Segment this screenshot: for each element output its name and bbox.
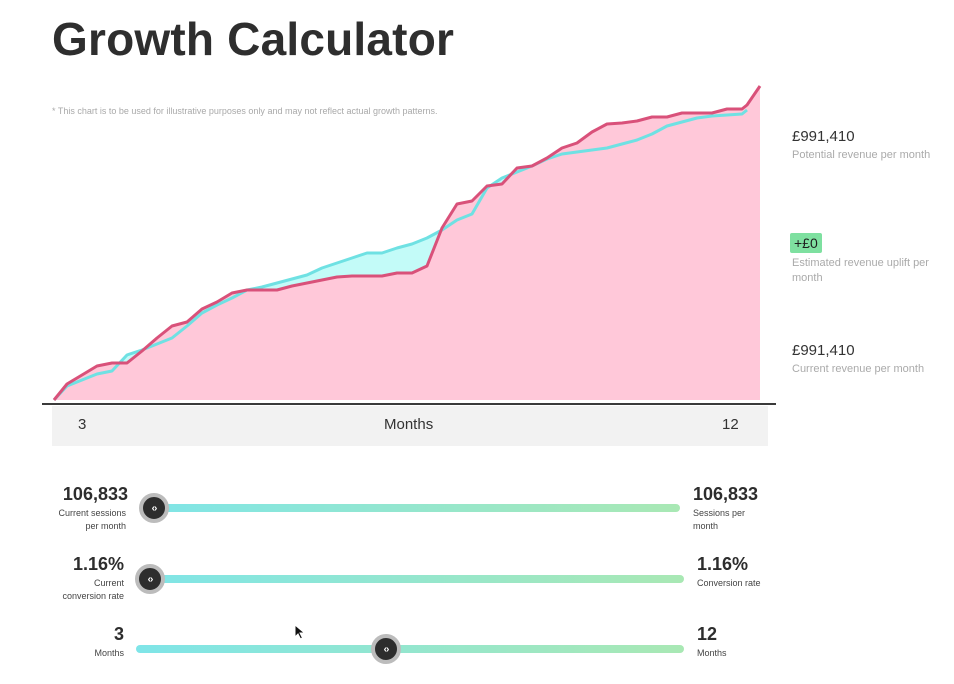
target-conversion-value: 1.16%: [697, 554, 749, 574]
code-arrows-icon: ‹›: [383, 643, 390, 655]
uplift-caption: Estimated revenue uplift per month: [792, 257, 929, 284]
potential-revenue-caption: Potential revenue per month: [792, 149, 931, 161]
sessions-slider-handle[interactable]: ‹›: [139, 493, 169, 523]
code-arrows-icon: ‹›: [151, 502, 158, 514]
conversion-slider-handle[interactable]: ‹›: [135, 564, 165, 594]
uplift-badge: +£0: [790, 233, 822, 253]
chart-disclaimer: * This chart is to be used for illustrat…: [52, 106, 438, 116]
conversion-slider-track[interactable]: [136, 575, 684, 583]
target-conversion-caption: Conversion rate: [697, 578, 761, 588]
start-months-caption: Months: [94, 648, 124, 658]
end-months-caption: Months: [697, 648, 727, 658]
months-slider-track[interactable]: [136, 645, 684, 653]
chart-x-axis-band: [52, 406, 768, 446]
current-revenue-caption: Current revenue per month: [792, 363, 925, 375]
x-axis-title: Months: [384, 416, 434, 433]
code-arrows-icon: ‹›: [147, 573, 154, 585]
current-sessions-value: 106,833: [62, 484, 128, 504]
current-conversion-caption-line2: conversion rate: [62, 591, 124, 601]
current-sessions-caption: Current sessions per month: [40, 507, 126, 533]
start-months-value: 3: [113, 624, 124, 644]
current-conversion-caption-line1: Current: [93, 578, 124, 588]
target-sessions-caption-line2: month: [693, 521, 719, 531]
x-axis-start-label: 3: [78, 416, 87, 433]
months-slider-handle[interactable]: ‹›: [371, 634, 401, 664]
target-sessions-caption-line1: Sessions per: [693, 508, 746, 518]
target-sessions-caption: Sessions per month: [693, 507, 773, 533]
current-revenue-line: [52, 85, 762, 401]
current-conversion-value: 1.16%: [72, 554, 124, 574]
sessions-slider-track[interactable]: [140, 504, 680, 512]
current-conversion-caption: Current conversion rate: [40, 577, 124, 603]
current-revenue-area: [54, 86, 760, 400]
target-sessions-value: 106,833: [693, 484, 759, 504]
mouse-pointer-icon: [294, 624, 306, 640]
end-months-value: 12: [697, 624, 718, 644]
potential-revenue-line: [52, 108, 748, 402]
current-revenue-value: £991,410: [792, 342, 855, 359]
growth-chart: [42, 70, 772, 410]
current-sessions-caption-line1: Current sessions: [58, 508, 126, 518]
page-title: Growth Calculator: [52, 13, 455, 65]
current-sessions-caption-line2: per month: [85, 521, 126, 531]
x-axis-end-label: 12: [722, 416, 739, 433]
chart-baseline: [42, 403, 776, 405]
potential-revenue-value: £991,410: [792, 128, 855, 145]
